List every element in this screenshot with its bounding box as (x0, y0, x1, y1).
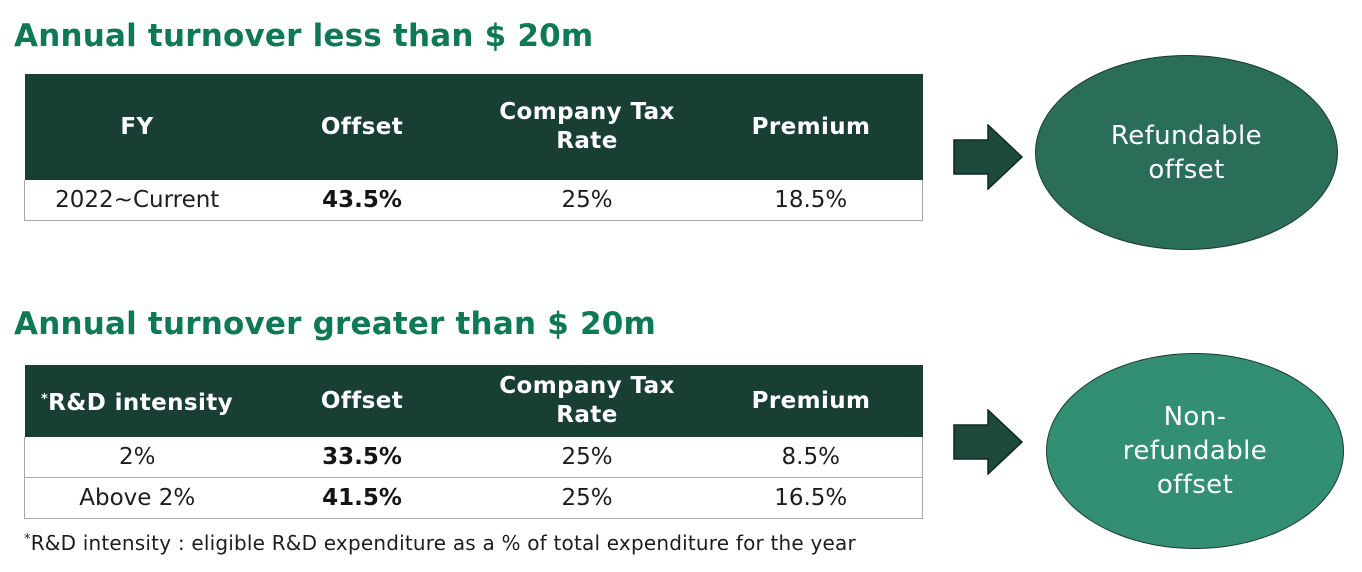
header-rd-intensity-label: R&D intensity (48, 389, 234, 416)
offset-table-under-20m: FY Offset Company Tax Rate Premium 2022~… (24, 74, 923, 221)
header-offset: Offset (249, 365, 475, 437)
tax-rate-cell: 25% (474, 437, 700, 478)
section-title-over-20m: Annual turnover greater than $ 20m (14, 306, 657, 342)
offset-table-over-20m: *R&D intensity Offset Company Tax Rate P… (24, 365, 923, 519)
table-row: Above 2% 41.5% 25% 16.5% (24, 477, 923, 519)
asterisk-mark: * (24, 532, 31, 547)
premium-cell: 16.5% (699, 477, 923, 519)
table-header-row: *R&D intensity Offset Company Tax Rate P… (24, 365, 923, 437)
asterisk-mark: * (40, 391, 49, 407)
premium-cell: 8.5% (699, 437, 923, 478)
fy-cell: 2022~Current (24, 180, 250, 221)
footnote-text: R&D intensity : eligible R&D expenditure… (30, 531, 856, 555)
tax-rate-cell: 25% (474, 477, 700, 519)
table-row: 2022~Current 43.5% 25% 18.5% (24, 180, 923, 221)
refundable-offset-label: Refundable offset (1110, 120, 1263, 185)
header-company-tax-rate: Company Tax Rate (474, 365, 700, 437)
non-refundable-offset-label: Non-refundable offset (1122, 402, 1268, 500)
refundable-offset-oval: Refundable offset (1035, 55, 1338, 250)
header-offset: Offset (249, 74, 475, 180)
header-rd-intensity: *R&D intensity (24, 365, 250, 437)
header-premium: Premium (699, 365, 923, 437)
header-fy: FY (24, 74, 250, 180)
rd-intensity-cell: Above 2% (24, 477, 250, 519)
non-refundable-offset-oval: Non-refundable offset (1046, 353, 1344, 549)
premium-cell: 18.5% (699, 180, 923, 221)
arrow-right-icon (953, 124, 1024, 190)
table-header-row: FY Offset Company Tax Rate Premium (24, 74, 923, 180)
header-premium: Premium (699, 74, 923, 180)
tax-rate-cell: 25% (474, 180, 700, 221)
footnote: *R&D intensity : eligible R&D expenditur… (24, 531, 856, 555)
offset-cell: 41.5% (249, 477, 475, 519)
table-row: 2% 33.5% 25% 8.5% (24, 437, 923, 478)
offset-cell: 33.5% (249, 437, 475, 478)
header-company-tax-rate: Company Tax Rate (474, 74, 700, 180)
arrow-right-icon (953, 409, 1024, 475)
offset-cell: 43.5% (249, 180, 475, 221)
rd-intensity-cell: 2% (24, 437, 250, 478)
section-title-under-20m: Annual turnover less than $ 20m (14, 18, 594, 54)
